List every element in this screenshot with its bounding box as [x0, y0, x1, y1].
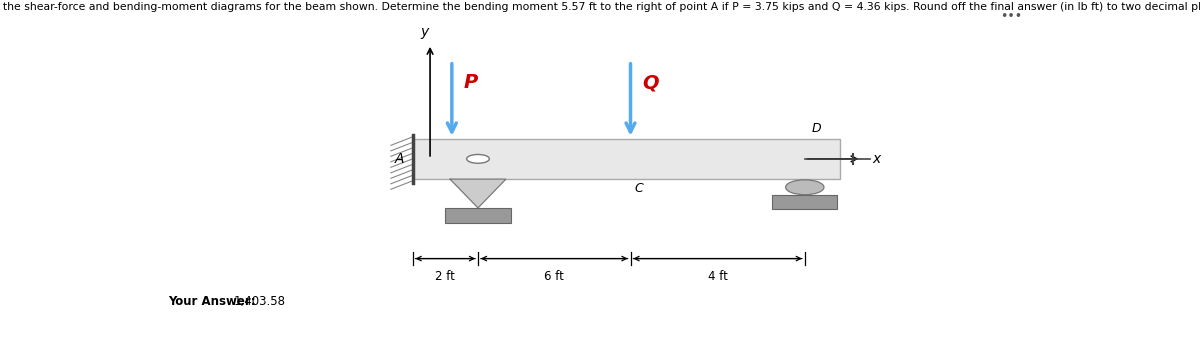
Text: x: x	[872, 152, 880, 166]
Text: P: P	[463, 73, 478, 92]
Bar	[445, 208, 511, 223]
Bar	[772, 195, 838, 209]
Text: A: A	[395, 152, 404, 166]
Text: Draw the shear-force and bending-moment diagrams for the beam shown. Determine t: Draw the shear-force and bending-moment …	[0, 2, 1200, 12]
Text: 4 ft: 4 ft	[708, 270, 727, 283]
Circle shape	[786, 180, 824, 195]
Text: 2 ft: 2 ft	[436, 270, 455, 283]
Text: 1,403.58: 1,403.58	[234, 295, 286, 308]
Text: D: D	[811, 122, 821, 135]
Text: B: B	[484, 183, 492, 195]
Text: C: C	[635, 182, 643, 195]
Text: y: y	[421, 25, 428, 39]
Text: Your Answer:: Your Answer:	[169, 295, 257, 308]
Text: 6 ft: 6 ft	[545, 270, 564, 283]
Bar	[413, 139, 840, 179]
Text: •••: •••	[1001, 10, 1022, 23]
Circle shape	[467, 154, 490, 163]
Polygon shape	[450, 179, 506, 208]
Text: Q: Q	[642, 73, 659, 92]
